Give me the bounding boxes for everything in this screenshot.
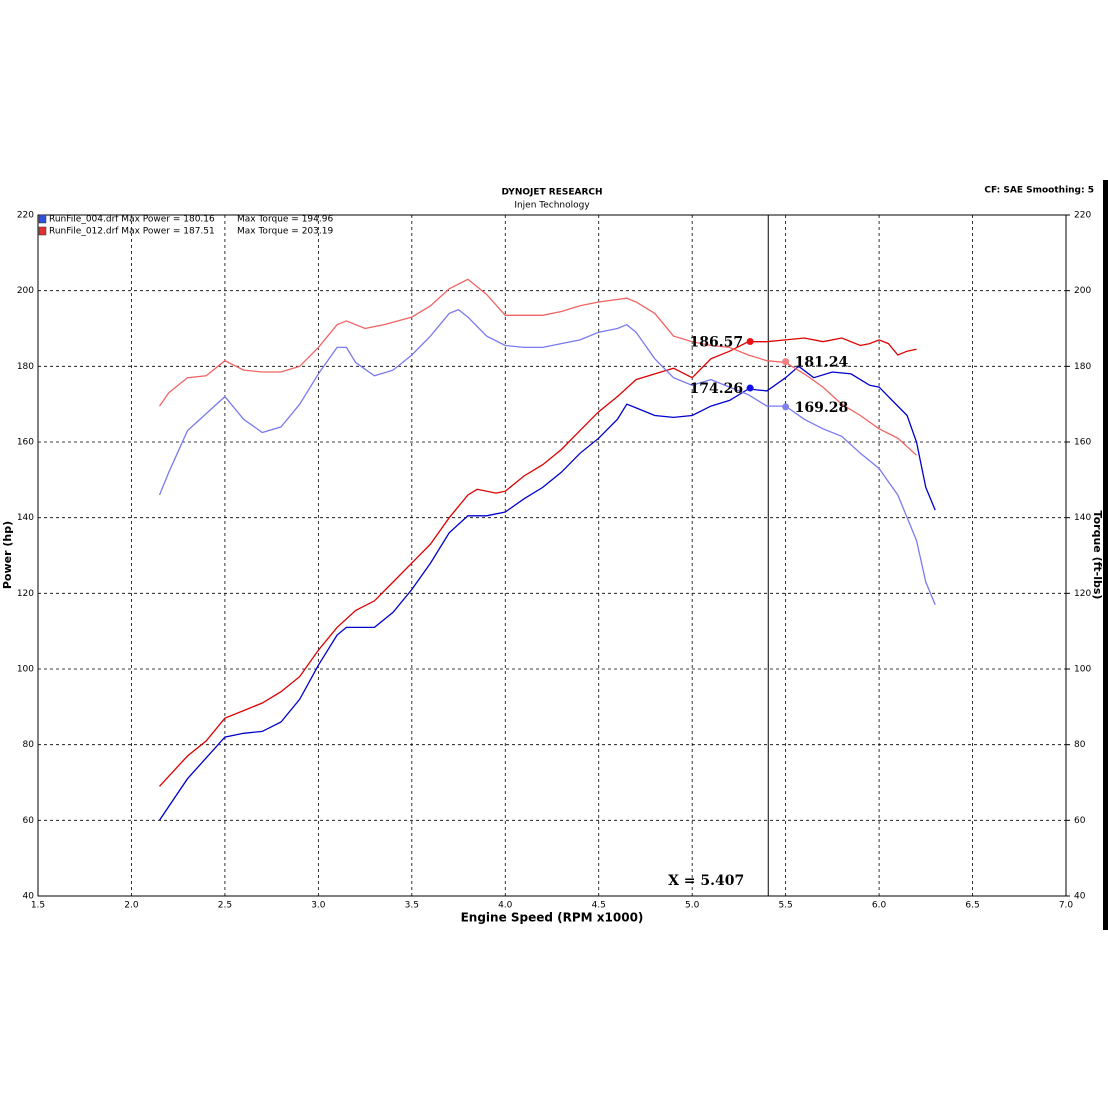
y2-tick-label: 80 <box>1074 740 1086 750</box>
y-tick-label: 120 <box>17 589 34 599</box>
y-tick-label: 180 <box>17 362 34 372</box>
y-tick-label: 220 <box>17 211 34 221</box>
cursor-label: X = 5.407 <box>668 873 744 889</box>
x-tick-label: 5.5 <box>778 901 792 911</box>
legend-torque: Max Torque = 194.96 <box>237 215 333 225</box>
y2-tick-label: 60 <box>1074 816 1086 826</box>
x-tick-label: 3.5 <box>405 901 419 911</box>
series-line <box>158 278 917 456</box>
y2-tick-label: 160 <box>1074 438 1091 448</box>
marker <box>782 403 790 411</box>
edge-bar <box>1103 180 1108 930</box>
x-tick-label: 7.0 <box>1059 901 1074 911</box>
y2-tick-label: 40 <box>1074 892 1086 902</box>
y2-tick-label: 220 <box>1074 211 1091 221</box>
legend-file: RunFile_004.drf Max Power = 180.16 <box>49 215 215 225</box>
x-tick-label: 6.5 <box>965 901 979 911</box>
y-tick-label: 140 <box>17 513 34 523</box>
y2-tick-label: 200 <box>1074 286 1091 296</box>
marker-label: 181.24 <box>795 355 849 371</box>
marker <box>746 337 754 345</box>
y-tick-label: 40 <box>23 892 35 902</box>
plot-frame <box>37 214 1067 897</box>
marker-label: 174.26 <box>690 381 744 397</box>
y2-tick-label: 120 <box>1074 589 1091 599</box>
x-tick-label: 6.0 <box>872 901 887 911</box>
series-line <box>159 337 917 787</box>
legend-swatch <box>38 226 47 236</box>
y-axis-label: Power (hp) <box>1 521 14 589</box>
legend-torque: Max Torque = 203.19 <box>237 227 333 237</box>
chart-subtitle: Injen Technology <box>514 201 590 211</box>
marker-label: 169.28 <box>795 400 849 416</box>
y2-tick-label: 140 <box>1074 513 1091 523</box>
x-tick-label: 2.0 <box>124 901 139 911</box>
marker <box>782 358 790 366</box>
y2-tick-label: 100 <box>1074 665 1091 675</box>
y-tick-label: 80 <box>23 740 35 750</box>
x-tick-label: 3.0 <box>311 901 326 911</box>
x-tick-label: 4.0 <box>498 901 513 911</box>
settings-text: CF: SAE Smoothing: 5 <box>984 186 1094 196</box>
x-tick-label: 2.5 <box>218 901 232 911</box>
y2-tick-label: 180 <box>1074 362 1091 372</box>
y-tick-label: 60 <box>23 816 35 826</box>
legend-swatch <box>38 214 47 224</box>
marker <box>746 384 754 392</box>
x-axis-label: Engine Speed (RPM x1000) <box>461 911 644 925</box>
marker-label: 186.57 <box>690 334 744 350</box>
y2-axis-label: Torque (ft-lbs) <box>1091 511 1104 600</box>
chart-title: DYNOJET RESEARCH <box>501 188 602 198</box>
y-tick-label: 200 <box>17 286 34 296</box>
x-tick-label: 1.5 <box>31 901 45 911</box>
y-tick-label: 100 <box>17 665 34 675</box>
y-tick-label: 160 <box>17 438 34 448</box>
x-tick-label: 4.5 <box>592 901 606 911</box>
legend-file: RunFile_012.drf Max Power = 187.51 <box>49 227 215 237</box>
x-tick-label: 5.0 <box>685 901 700 911</box>
series-line <box>158 308 936 605</box>
series-line <box>158 365 936 821</box>
